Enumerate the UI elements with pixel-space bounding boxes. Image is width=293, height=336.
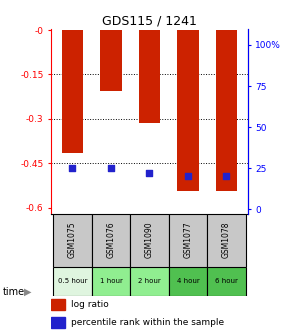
Bar [169, 266, 207, 296]
Bar [51, 317, 65, 328]
Text: log ratio: log ratio [71, 300, 109, 309]
Bar [207, 214, 246, 266]
Point [185, 174, 190, 179]
Bar [92, 214, 130, 266]
Bar [53, 214, 92, 266]
Bar [169, 214, 207, 266]
Bar [130, 266, 169, 296]
Text: 1 hour: 1 hour [100, 278, 122, 284]
Text: GSM1077: GSM1077 [183, 222, 193, 258]
Point [147, 170, 152, 176]
Bar [177, 30, 199, 192]
Text: GSM1075: GSM1075 [68, 222, 77, 258]
Text: ▶: ▶ [24, 287, 32, 297]
Text: GSM1076: GSM1076 [106, 222, 115, 258]
Bar [139, 30, 160, 123]
Text: GSM1078: GSM1078 [222, 222, 231, 258]
Text: percentile rank within the sample: percentile rank within the sample [71, 318, 224, 327]
Point [109, 165, 113, 171]
Bar [92, 266, 130, 296]
Text: GSM1090: GSM1090 [145, 222, 154, 258]
Bar [100, 30, 122, 91]
Text: 6 hour: 6 hour [215, 278, 238, 284]
Bar [51, 299, 65, 310]
Text: 4 hour: 4 hour [177, 278, 199, 284]
Point [224, 174, 229, 179]
Text: 2 hour: 2 hour [138, 278, 161, 284]
Point [70, 165, 75, 171]
Text: 0.5 hour: 0.5 hour [58, 278, 87, 284]
Bar [62, 30, 83, 153]
Bar [130, 214, 169, 266]
Title: GDS115 / 1241: GDS115 / 1241 [102, 14, 197, 28]
Bar [207, 266, 246, 296]
Text: time: time [3, 287, 25, 297]
Bar [53, 266, 92, 296]
Bar [216, 30, 237, 192]
